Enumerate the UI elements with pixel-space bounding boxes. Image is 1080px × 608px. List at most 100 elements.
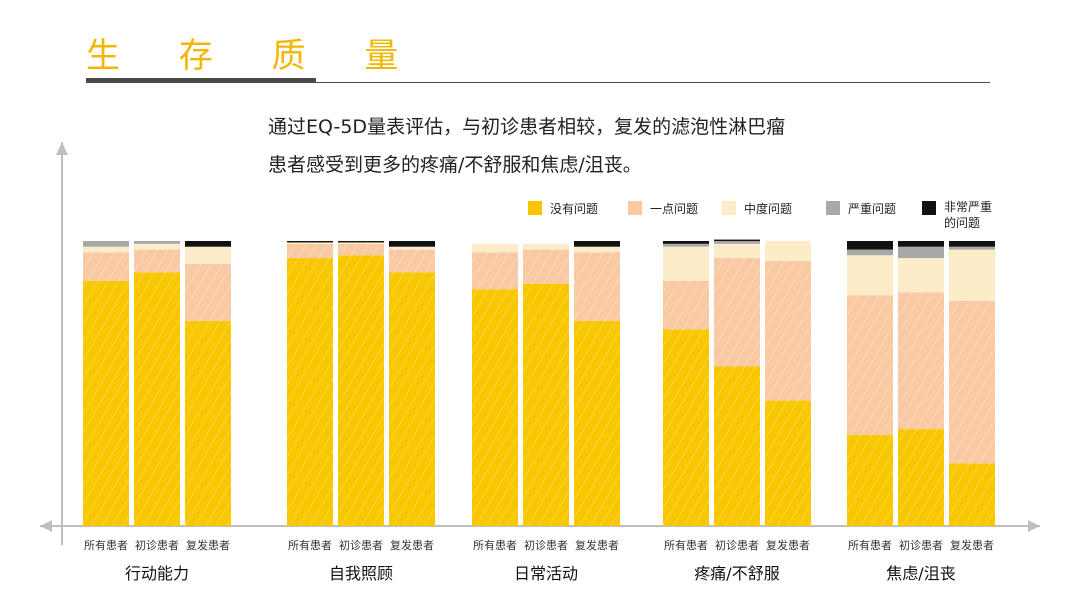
bar-g2-c1-s3 [287, 242, 333, 244]
legend-label-5-line2: 的问题 [944, 215, 980, 230]
tick-label-g2-c1: 所有患者 [288, 538, 332, 552]
bar-g2-c3-s3 [389, 246, 435, 250]
bar-g4-c2-s3 [714, 243, 760, 259]
tick-label-g1-c3: 复发患者 [186, 538, 230, 552]
bar-g1-c1-s3 [83, 246, 129, 253]
legend-swatch-3 [722, 201, 736, 215]
bar-hatch-g1-c3-s1 [185, 320, 231, 526]
tick-label-g3-c3: 复发患者 [575, 538, 619, 552]
bar-hatch-g5-c1-s1 [847, 434, 893, 526]
tick-label-g1-c1: 所有患者 [84, 538, 128, 552]
group-label-3: 日常活动 [514, 564, 578, 583]
bar-hatch-g5-c2-s1 [898, 429, 944, 526]
bar-g5-c2-s4 [898, 246, 944, 259]
legend-label-4: 严重问题 [848, 202, 896, 216]
tick-label-g4-c3: 复发患者 [766, 538, 810, 552]
bar-hatch-g4-c1-s1 [663, 329, 709, 526]
legend-label-1: 没有问题 [550, 201, 598, 216]
bar-g4-c3-s3 [765, 241, 811, 261]
tick-label-g5-c1: 所有患者 [848, 538, 892, 552]
group-label-2: 自我照顾 [329, 564, 393, 583]
bar-hatch-g1-c1-s1 [83, 280, 129, 526]
bar-g2-c2-s5 [338, 241, 384, 243]
legend-label-5: 非常严重 [944, 200, 992, 214]
group-label-1: 行动能力 [125, 564, 189, 583]
bar-g4-c1-s5 [663, 241, 709, 244]
bar-g5-c1-s3 [847, 255, 893, 296]
title-underline-accent [86, 78, 316, 83]
bar-hatch-g4-c3-s2 [765, 260, 811, 401]
tick-label-g3-c1: 所有患者 [473, 538, 517, 552]
tick-label-g5-c2: 初诊患者 [899, 538, 943, 552]
bar-hatch-g2-c3-s1 [389, 272, 435, 526]
bar-g5-c1-s5 [847, 241, 893, 250]
x-axis-arrow-left [40, 520, 52, 532]
bar-hatch-g4-c2-s2 [714, 258, 760, 367]
bar-hatch-g2-c1-s1 [287, 258, 333, 526]
bar-g1-c2-s3 [134, 243, 180, 250]
bar-g2-c1-s5 [287, 241, 333, 243]
bar-g3-c3-s5 [574, 241, 620, 247]
bar-hatch-g1-c2-s2 [134, 249, 180, 273]
bar-g1-c1-s4 [83, 241, 129, 247]
bar-g5-c3-s4 [949, 246, 995, 250]
bar-hatch-g1-c1-s2 [83, 252, 129, 281]
legend-swatch-2 [628, 201, 642, 215]
bar-g1-c2-s4 [134, 241, 180, 244]
legend-swatch-4 [826, 201, 840, 215]
bar-g3-c2-s3 [523, 243, 569, 250]
bar-hatch-g3-c1-s1 [472, 289, 518, 526]
tick-label-g4-c2: 初诊患者 [715, 538, 759, 552]
bar-g2-c3-s5 [389, 241, 435, 247]
description-text: 通过EQ-5D量表评估，与初诊患者相较，复发的滤泡性淋巴瘤 患者感受到更多的疼痛… [268, 108, 908, 184]
legend-label-3: 中度问题 [744, 201, 792, 216]
y-axis-arrow [56, 142, 68, 155]
legend-label-2: 一点问题 [650, 202, 698, 216]
bar-g4-c2-s4 [714, 241, 760, 244]
bar-g1-c3-s5 [185, 241, 231, 247]
tick-label-g4-c1: 所有患者 [664, 538, 708, 552]
bar-g1-c3-s3 [185, 246, 231, 264]
bar-hatch-g2-c2-s1 [338, 255, 384, 526]
tick-label-g1-c2: 初诊患者 [135, 538, 179, 552]
page-title: 生 存 质 量 [86, 36, 423, 76]
tick-label-g2-c3: 复发患者 [390, 538, 434, 552]
bar-hatch-g5-c2-s2 [898, 292, 944, 430]
bar-hatch-g3-c2-s2 [523, 249, 569, 284]
bar-hatch-g5-c3-s2 [949, 300, 995, 464]
bar-hatch-g3-c3-s2 [574, 252, 620, 321]
tick-label-g2-c2: 初诊患者 [339, 538, 383, 552]
bar-g4-c2-s5 [714, 239, 760, 242]
bar-hatch-g1-c2-s1 [134, 272, 180, 526]
bar-hatch-g5-c3-s1 [949, 463, 995, 526]
group-label-4: 疼痛/不舒服 [694, 564, 779, 583]
bar-hatch-g3-c2-s1 [523, 283, 569, 526]
description-line-2: 患者感受到更多的疼痛/不舒服和焦虑/沮丧。 [268, 154, 642, 176]
tick-label-g3-c2: 初诊患者 [524, 538, 568, 552]
bar-hatch-g5-c1-s2 [847, 295, 893, 435]
bar-hatch-g2-c2-s2 [338, 243, 384, 256]
group-label-5: 焦虑/沮丧 [886, 564, 955, 583]
x-axis-arrow-right [1028, 520, 1040, 532]
bar-g4-c1-s3 [663, 246, 709, 281]
bar-hatch-g4-c3-s1 [765, 400, 811, 526]
bar-hatch-g2-c1-s2 [287, 243, 333, 259]
bar-g2-c2-s3 [338, 242, 384, 244]
bar-g5-c2-s5 [898, 241, 944, 247]
title-divider [86, 82, 990, 83]
bar-hatch-g4-c2-s1 [714, 366, 760, 526]
description-line-1: 通过EQ-5D量表评估，与初诊患者相较，复发的滤泡性淋巴瘤 [268, 116, 786, 138]
bar-hatch-g2-c3-s2 [389, 249, 435, 273]
bar-g5-c3-s3 [949, 249, 995, 301]
bar-g5-c1-s4 [847, 249, 893, 256]
bar-g3-c1-s3 [472, 243, 518, 253]
tick-label-g5-c3: 复发患者 [950, 538, 994, 552]
bar-hatch-g1-c3-s2 [185, 263, 231, 321]
bar-hatch-g3-c1-s2 [472, 252, 518, 290]
bar-g3-c3-s3 [574, 246, 620, 253]
bar-g4-c1-s4 [663, 243, 709, 247]
bar-g5-c2-s3 [898, 258, 944, 293]
bar-g5-c3-s5 [949, 241, 995, 247]
bar-hatch-g4-c1-s2 [663, 280, 709, 330]
